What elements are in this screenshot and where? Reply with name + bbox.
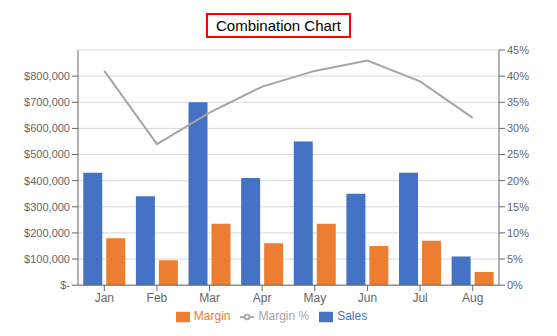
svg-text:Apr: Apr [253,291,272,305]
svg-text:15%: 15% [507,201,529,213]
svg-text:$-: $- [60,279,70,291]
svg-text:25%: 25% [507,148,529,160]
svg-text:0%: 0% [507,279,523,291]
svg-text:$100,000: $100,000 [24,253,70,265]
svg-text:40%: 40% [507,70,529,82]
svg-text:45%: 45% [507,44,529,56]
svg-text:Jun: Jun [358,291,377,305]
html-text:Margin %: Margin % [258,309,310,324]
svg-text:20%: 20% [507,175,529,187]
svg-text:$200,000: $200,000 [24,227,70,239]
html-text:Sales: Sales [337,309,368,324]
svg-text:$700,000: $700,000 [24,96,70,108]
svg-text:30%: 30% [507,122,529,134]
svg-text:Mar: Mar [199,291,220,305]
svg-text:$600,000: $600,000 [24,122,70,134]
svg-text:Jan: Jan [95,291,114,305]
html-text:Combination Chart: Combination Chart [216,16,341,34]
svg-text:Jul: Jul [412,291,427,305]
svg-text:35%: 35% [507,96,529,108]
html-text:Margin: Margin [193,309,231,324]
svg-text:$300,000: $300,000 [24,201,70,213]
svg-text:$400,000: $400,000 [24,175,70,187]
svg-text:Feb: Feb [147,291,168,305]
svg-text:Aug: Aug [462,291,483,305]
svg-text:10%: 10% [507,227,529,239]
svg-text:$500,000: $500,000 [24,148,70,160]
svg-text:$800,000: $800,000 [24,70,70,82]
svg-text:5%: 5% [507,253,523,265]
svg-text:May: May [303,291,326,305]
